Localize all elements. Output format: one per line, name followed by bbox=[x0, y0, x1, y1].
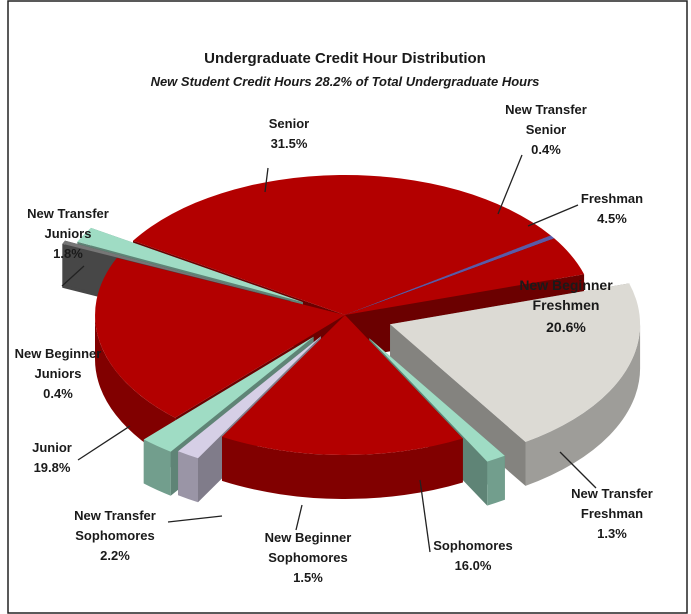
category-label: Freshman bbox=[581, 191, 643, 206]
leader-line bbox=[264, 167, 269, 193]
slice-top bbox=[222, 315, 463, 456]
value-label: 2.2% bbox=[100, 548, 130, 563]
slice-top bbox=[143, 336, 314, 452]
slice-top bbox=[178, 336, 321, 459]
category-label: New Beginner Sophomores bbox=[265, 530, 352, 565]
category-label: Junior bbox=[32, 440, 72, 455]
value-label: 19.8% bbox=[34, 460, 71, 475]
slice-wall bbox=[95, 315, 176, 462]
category-label: New Beginner Freshmen bbox=[519, 277, 613, 313]
category-label: New Transfer Sophomores bbox=[74, 508, 156, 543]
slice-top bbox=[62, 240, 291, 301]
value-label: 16.0% bbox=[455, 558, 492, 573]
pie bbox=[62, 174, 641, 506]
slice-top bbox=[345, 235, 555, 315]
value-label: 0.4% bbox=[531, 142, 561, 157]
slice-wall bbox=[143, 439, 171, 496]
slice-top bbox=[133, 174, 551, 315]
category-label: New Transfer Senior bbox=[505, 102, 587, 137]
slice bbox=[222, 315, 463, 500]
chart-title: Undergraduate Credit Hour Distribution bbox=[204, 50, 486, 67]
leader-line bbox=[77, 425, 131, 461]
slice-wall bbox=[525, 324, 641, 486]
value-label: 31.5% bbox=[271, 136, 308, 151]
leader-line bbox=[295, 504, 303, 531]
leader-line bbox=[559, 451, 597, 489]
category-label: New Transfer Juniors bbox=[27, 206, 109, 241]
value-label: 0.4% bbox=[43, 386, 73, 401]
labels: Senior 31.5% New Transfer Senior 0.4% Freshma… bbox=[15, 102, 653, 585]
slice-wall bbox=[222, 436, 463, 500]
chart-subtitle: New Student Credit Hours 28.2% of Total … bbox=[151, 74, 540, 89]
category-label: New Transfer Freshman bbox=[571, 486, 653, 521]
slice-wall bbox=[178, 451, 198, 503]
category-label: Sophomores bbox=[433, 538, 512, 553]
slice-top bbox=[345, 238, 585, 315]
value-label: 1.8% bbox=[53, 246, 83, 261]
slice-top bbox=[390, 283, 641, 442]
value-label: 1.5% bbox=[293, 570, 323, 585]
leader-line bbox=[527, 204, 579, 227]
category-label: Senior bbox=[269, 116, 309, 131]
slice-wall bbox=[487, 455, 505, 506]
slice-top bbox=[95, 257, 346, 418]
slice-top bbox=[77, 227, 303, 303]
leader-line bbox=[61, 265, 85, 287]
slice-top bbox=[369, 338, 505, 462]
value-label: 1.3% bbox=[597, 526, 627, 541]
value-label: 4.5% bbox=[597, 211, 627, 226]
category-label: New Beginner Juniors bbox=[15, 346, 102, 381]
leader-line bbox=[167, 515, 223, 523]
value-label: 20.6% bbox=[546, 319, 586, 335]
leader-line bbox=[419, 479, 431, 553]
leader-line bbox=[497, 154, 523, 215]
